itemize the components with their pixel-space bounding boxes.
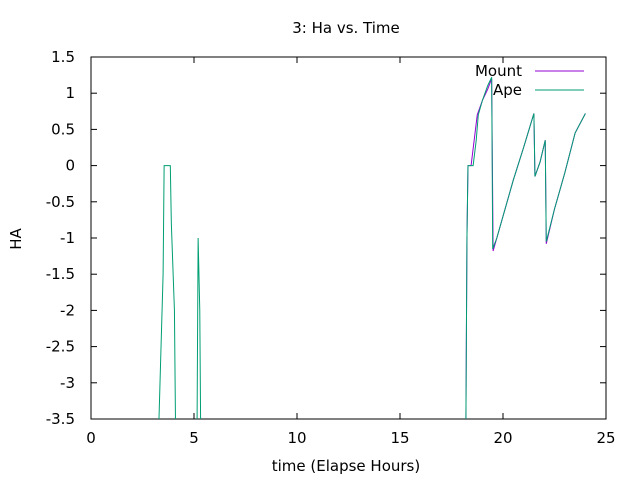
y-tick-label: 0.5	[51, 120, 75, 138]
series-layer	[158, 77, 586, 420]
y-tick-label: -2	[60, 301, 75, 319]
series-line-ape	[196, 237, 202, 420]
y-tick-label: -3	[60, 374, 75, 392]
y-tick-label: 1.5	[51, 48, 75, 66]
x-tick-label: 25	[596, 429, 615, 447]
y-tick-label: -3.5	[46, 410, 75, 428]
x-axis-label: time (Elapse Hours)	[272, 457, 420, 475]
series-line-mount	[465, 78, 586, 420]
y-tick-label: -0.5	[46, 193, 75, 211]
chart-title: 3: Ha vs. Time	[292, 19, 400, 37]
plot-frame	[90, 56, 607, 420]
y-tick-label: -1.5	[46, 265, 75, 283]
legend-label-mount: Mount	[475, 62, 522, 80]
y-tick-label: -1	[60, 229, 75, 247]
y-axis-label: HA	[7, 227, 25, 249]
axis-ticks: 0 5 10 15 20 25 1.5 1 0.5 0 -0.5 -1 -1.5 -2 -2.5 -3 -3.5	[46, 48, 616, 447]
x-tick-label: 20	[493, 429, 512, 447]
series-line-ape	[158, 165, 176, 420]
y-tick-label: 1	[65, 84, 75, 102]
x-tick-label: 5	[189, 429, 199, 447]
y-tick-label: 0	[65, 157, 75, 175]
y-tick-label: -2.5	[46, 338, 75, 356]
x-tick-label: 10	[287, 429, 306, 447]
x-tick-label: 0	[86, 429, 96, 447]
series-line-ape	[465, 77, 586, 420]
x-tick-label: 15	[390, 429, 409, 447]
legend-label-ape: Ape	[493, 81, 522, 99]
